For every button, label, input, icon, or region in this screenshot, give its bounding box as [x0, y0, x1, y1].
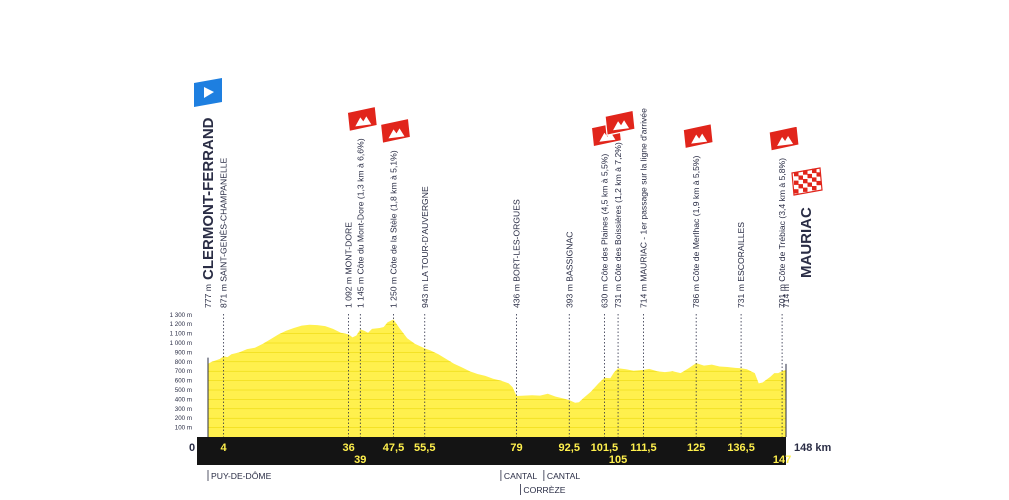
y-tick-label: 200 m — [175, 415, 192, 422]
checker-cell — [798, 175, 803, 180]
checker-cell — [812, 177, 817, 182]
waypoint-label: 1 092 m MONT-DORE — [344, 222, 354, 308]
waypoint-label: 1 250 m Côte de la Stèle (1,8 km à 5,1%) — [389, 150, 399, 308]
region-label: CANTAL — [547, 471, 580, 481]
waypoint-label: 777 m — [203, 284, 213, 308]
region-labels: PUY-DE-DÔME CANTAL CORRÈZE CANTAL — [207, 470, 580, 495]
checker-cell — [807, 173, 812, 179]
flag-shape — [604, 109, 636, 136]
checker-cell — [816, 180, 821, 186]
region-label: CANTAL — [504, 471, 537, 481]
checker-cell — [803, 179, 808, 184]
waypoint-label: 871 m SAINT-GENÈS-CHAMPANELLE — [219, 157, 229, 308]
waypoint-labels: 777 m 871 m SAINT-GENÈS-CHAMPANELLE 1 092 … — [203, 105, 800, 437]
km-label: 147 — [773, 454, 791, 466]
flag-shape — [682, 122, 714, 150]
flag-shape — [379, 117, 412, 145]
checker-cell — [816, 172, 821, 177]
y-tick-label: 900 m — [175, 349, 192, 356]
region-label: PUY-DE-DÔME — [211, 471, 272, 481]
y-tick-label: 1 200 m — [170, 321, 192, 328]
waypoint-label: 731 m Côte des Boissières (1,2 km à 7,2%… — [613, 142, 623, 308]
km-label: 36 — [342, 442, 354, 454]
y-tick-label: 600 m — [175, 378, 192, 385]
checker-cell — [794, 172, 799, 177]
y-tick-label: 1 300 m — [170, 312, 192, 319]
checker-cell — [803, 170, 808, 175]
checker-cell — [807, 182, 812, 187]
checker-cell — [794, 180, 799, 185]
checker-cell — [812, 186, 817, 191]
y-tick-label: 1 000 m — [170, 340, 192, 347]
finish-city-label: MAURIAC — [798, 207, 815, 278]
km-label: 101,5 — [591, 442, 619, 454]
mountain-glyph — [388, 128, 405, 139]
y-tick-label: 700 m — [175, 368, 192, 375]
y-tick-label: 1 100 m — [170, 331, 192, 338]
waypoint-label: 714 m MAURIAC - 1er passage sur la ligne… — [638, 108, 648, 308]
waypoint-label: 436 m BORT-LES-ORGUES — [512, 199, 522, 308]
km-label: 125 — [687, 442, 705, 454]
start-city-label: CLERMONT-FERRAND — [200, 117, 217, 280]
start-flag-icon — [194, 78, 222, 107]
mountain-glyph — [777, 136, 794, 147]
checker-cell — [798, 184, 803, 189]
km-label: 47,5 — [383, 442, 404, 454]
mountain-glyph — [355, 116, 372, 127]
waypoint-label: 701 m Côte de Trébiac (3,4 km à 5,8%) — [777, 158, 787, 308]
km-label: 79 — [510, 442, 522, 454]
y-tick-label: 400 m — [175, 396, 192, 403]
mountain-flag-icon — [346, 105, 378, 133]
waypoint-label: 1 145 m Côte du Mont-Dore (1,3 km à 6,6%… — [355, 138, 365, 308]
flag-shape — [346, 105, 378, 133]
finish-flag-icon — [791, 167, 823, 196]
distance-total-label: 148 km — [794, 442, 832, 454]
start-flag-shape — [194, 78, 222, 107]
mountain-flag-icon — [604, 109, 636, 136]
km-label: 55,5 — [414, 442, 435, 454]
checker-cell — [794, 189, 799, 194]
waypoint-label: 786 m Côte de Merlhac (1,9 km à 5,5%) — [691, 155, 701, 308]
km-label: 105 — [609, 454, 627, 466]
waypoint-label: 714 m — [781, 284, 791, 308]
km-label: 136,5 — [727, 442, 755, 454]
play-glyph — [204, 87, 214, 98]
km-label: 4 — [221, 442, 228, 454]
finish-flag-shape — [791, 167, 823, 196]
finish: MAURIAC — [791, 167, 823, 278]
mountain-flag-icon — [379, 117, 412, 145]
mountain-glyph — [613, 120, 630, 131]
mountain-flag-icon — [682, 122, 714, 150]
waypoint-label: 630 m Côte des Plaines (4,5 km à 5,5%) — [599, 154, 609, 308]
start: CLERMONT-FERRAND — [194, 78, 222, 280]
flag-shape — [768, 125, 800, 152]
checker-cell — [803, 187, 808, 192]
distance-zero-label: 0 — [189, 442, 195, 454]
distance-bar — [197, 437, 786, 465]
mountain-glyph — [691, 133, 708, 144]
region-label: CORRÈZE — [523, 485, 565, 495]
elevation-fill — [208, 319, 786, 437]
y-tick-label: 300 m — [175, 406, 192, 413]
km-label: 92,5 — [559, 442, 580, 454]
km-label: 39 — [354, 454, 366, 466]
waypoint-label: 393 m BASSIGNAC — [564, 232, 574, 308]
y-axis: 100 m 200 m 300 m 400 m 500 m 600 m 700 m 800 m… — [170, 312, 192, 432]
y-tick-label: 500 m — [175, 387, 192, 394]
elevation-area — [208, 319, 786, 437]
mountain-flag-icon — [768, 125, 800, 152]
checker-cell — [812, 168, 817, 174]
km-label: 111,5 — [630, 442, 656, 454]
waypoint-label: 943 m LA TOUR-D'AUVERGNE — [420, 186, 430, 308]
waypoint-label: 731 m ESCORAILLES — [736, 222, 746, 308]
y-tick-label: 800 m — [175, 359, 192, 366]
y-tick-label: 100 m — [175, 425, 192, 432]
